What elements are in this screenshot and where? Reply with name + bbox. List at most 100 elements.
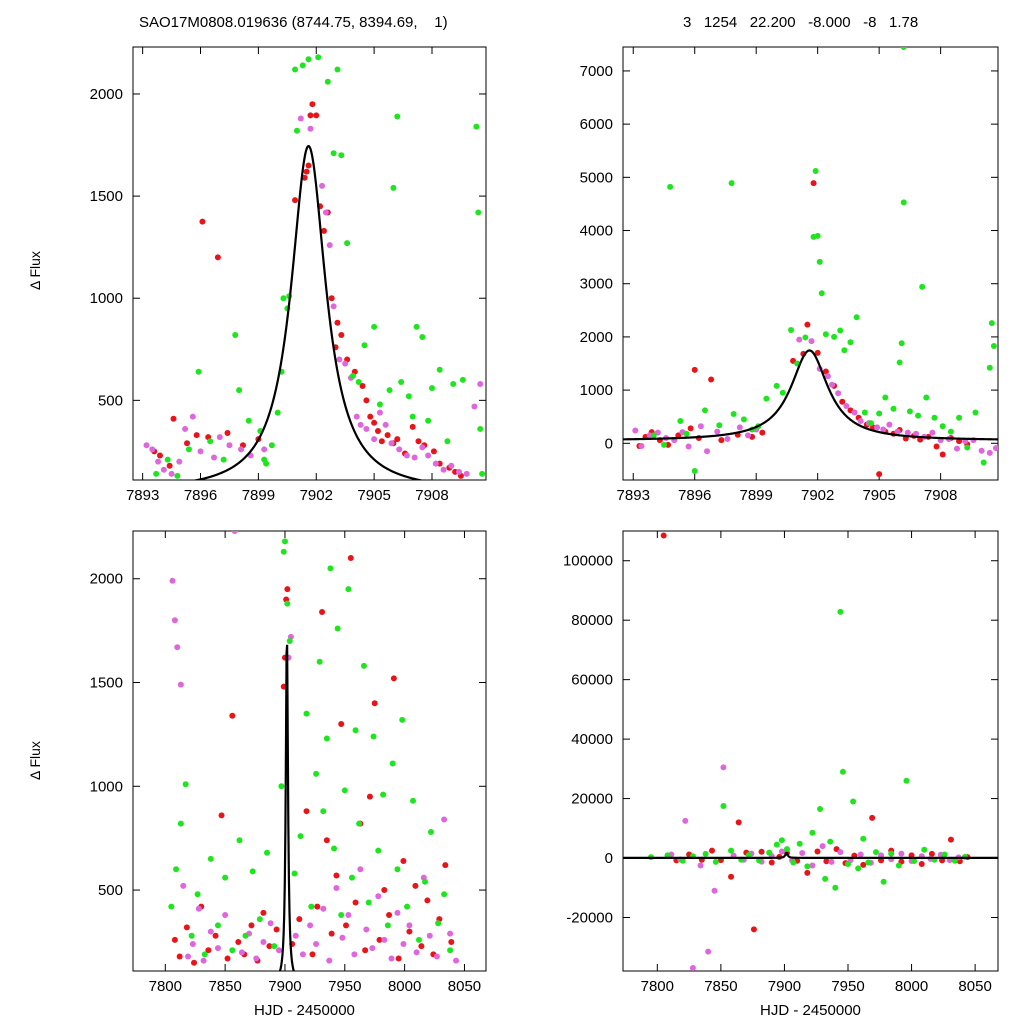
data-point-magenta (226, 442, 233, 449)
data-point-green (153, 470, 160, 477)
data-point-red (363, 397, 370, 404)
data-point-magenta (396, 446, 403, 453)
data-point-red (314, 903, 321, 910)
data-point-green (330, 150, 337, 157)
data-point-magenta (857, 417, 864, 424)
data-point-red (171, 936, 178, 943)
data-point-red (384, 432, 391, 439)
data-point-magenta (185, 953, 192, 960)
data-point-green (915, 412, 922, 419)
data-point-green (278, 783, 285, 790)
data-point-red (823, 858, 830, 865)
data-point-red (292, 197, 299, 204)
data-point-magenta (411, 454, 418, 461)
data-point-magenta (778, 848, 785, 855)
data-point-magenta (448, 462, 455, 469)
data-point-magenta (222, 911, 229, 918)
data-point-green (990, 342, 997, 349)
data-point-red (248, 922, 255, 929)
data-point-red (928, 850, 935, 857)
data-point-green (236, 387, 243, 394)
data-point-red (860, 861, 867, 868)
data-point-magenta (375, 893, 382, 900)
x-tick-label: 7900 (768, 978, 801, 995)
data-point-green (896, 359, 903, 366)
data-point-magenta (394, 909, 401, 916)
data-point-magenta (320, 905, 327, 912)
data-point-magenta (992, 445, 998, 452)
data-point-green (293, 127, 300, 134)
data-point-green (222, 874, 229, 881)
data-point-red (347, 554, 354, 561)
data-point-green (390, 184, 397, 191)
data-point-green (194, 891, 201, 898)
data-point-magenta (211, 454, 218, 461)
x-tick-label: 7800 (641, 978, 674, 995)
data-point-magenta (440, 466, 447, 473)
data-point-magenta (426, 932, 433, 939)
data-point-green (286, 638, 293, 644)
data-point-red (176, 953, 183, 960)
data-point-magenta (275, 947, 282, 954)
data-point-green (779, 389, 786, 396)
data-point-green (988, 320, 995, 327)
data-point-magenta (307, 922, 314, 929)
data-point-green (850, 798, 857, 805)
data-point-red (814, 349, 821, 356)
data-point-magenta (177, 681, 184, 688)
data-point-green (249, 868, 256, 875)
data-point-green (207, 438, 214, 445)
data-point-red (205, 947, 212, 954)
data-point-green (861, 409, 868, 416)
data-point-magenta (176, 458, 183, 465)
data-point-red (309, 951, 316, 958)
data-point-green (650, 432, 657, 439)
x-tick-label: 7893 (617, 487, 650, 504)
data-point-green (459, 376, 466, 383)
data-point-green (888, 850, 895, 857)
data-point-magenta (382, 421, 389, 428)
data-point-green (679, 857, 686, 864)
data-point-magenta (724, 436, 731, 443)
data-point-magenta (828, 858, 835, 865)
data-point-green (923, 394, 930, 401)
data-point-magenta (231, 531, 238, 534)
data-point-green (308, 903, 315, 910)
data-point-green (812, 167, 819, 174)
data-point-magenta (705, 948, 712, 955)
data-point-green (951, 857, 958, 864)
data-point-green (389, 760, 396, 767)
data-point-green (284, 600, 291, 607)
data-point-green (716, 422, 723, 429)
data-point-magenta (824, 373, 831, 380)
x-tick-label: 7893 (126, 487, 159, 504)
data-point-green (413, 323, 420, 330)
data-point-magenta (745, 432, 751, 439)
chart-title-left: SAO17M0808.019636 (8744.75, 8394.69, 1) (139, 14, 448, 31)
data-point-magenta (425, 452, 432, 459)
data-point-red (284, 586, 291, 593)
data-point-red (390, 675, 397, 682)
data-point-magenta (180, 882, 187, 889)
data-point-magenta (155, 458, 162, 465)
data-point-green (405, 393, 412, 400)
plot-frame (622, 46, 999, 481)
data-point-green (477, 425, 484, 432)
data-point-green (900, 199, 907, 206)
x-axis-label-right: HJD - 2450000 (760, 1002, 861, 1019)
data-point-green (804, 863, 811, 870)
data-point-green (256, 916, 263, 923)
data-point-magenta (904, 429, 911, 436)
data-point-red (918, 860, 925, 867)
data-point-green (972, 409, 979, 416)
data-point-green (860, 835, 867, 842)
data-point-green (245, 417, 252, 424)
data-point-green (338, 911, 345, 918)
y-tick-label: 7000 (580, 63, 613, 80)
data-point-green (409, 413, 416, 420)
data-point-magenta (261, 446, 268, 453)
data-point-green (410, 797, 417, 804)
data-point-green (730, 411, 737, 418)
y-tick-label: 2000 (90, 571, 123, 588)
